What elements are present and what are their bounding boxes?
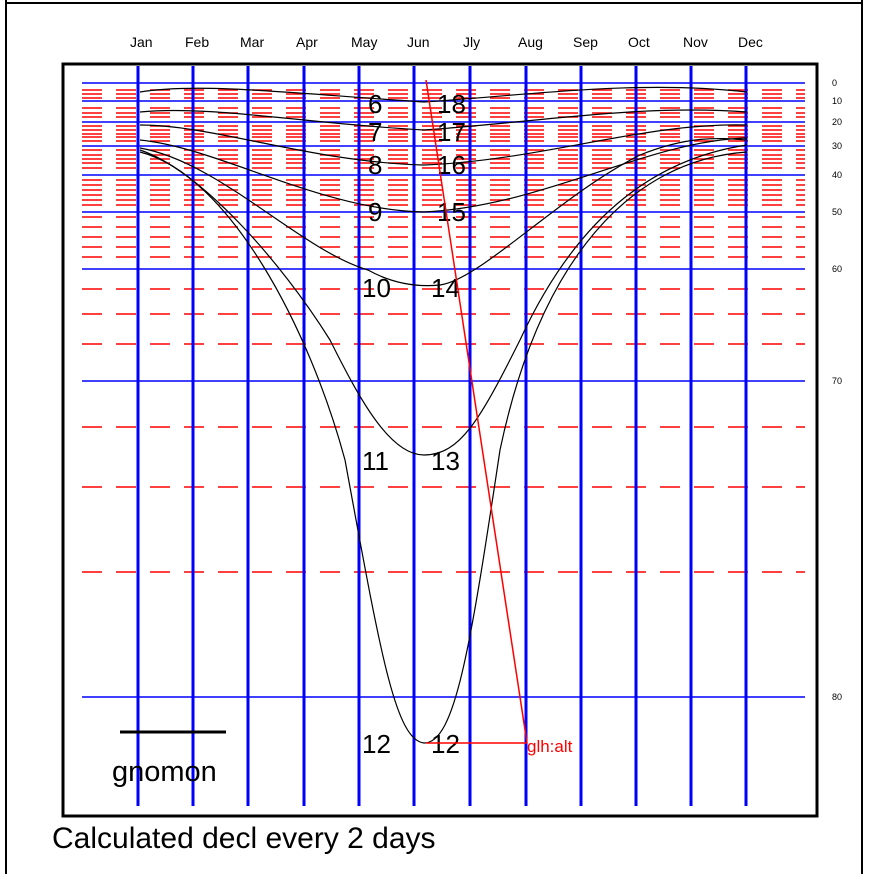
month-label: Nov xyxy=(683,34,708,50)
pointer-line xyxy=(425,79,528,744)
hour-label-pm: 12 xyxy=(431,729,460,759)
hour-label-pm: 13 xyxy=(431,446,460,476)
hour-label-am: 9 xyxy=(368,197,382,227)
month-label: Sep xyxy=(573,34,598,50)
hour-curve xyxy=(139,144,748,456)
hour-label-am: 12 xyxy=(362,729,391,759)
hour-curve xyxy=(139,109,748,131)
month-label: Jan xyxy=(130,34,153,50)
hour-curve xyxy=(139,137,748,287)
altitude-label: 30 xyxy=(832,141,842,151)
hour-curve xyxy=(139,86,748,103)
hour-curve xyxy=(139,124,748,166)
month-label: Oct xyxy=(628,34,650,50)
dashed-reference-lines xyxy=(82,89,805,573)
hour-label-pm: 14 xyxy=(431,273,460,303)
month-grid-lines xyxy=(136,66,748,806)
altitude-label: 0 xyxy=(832,78,837,88)
month-label: Jly xyxy=(463,34,480,50)
hour-label-am: 11 xyxy=(362,446,389,476)
hour-curve xyxy=(139,151,748,744)
caption: Calculated decl every 2 days xyxy=(52,822,436,855)
month-label: Mar xyxy=(240,34,264,50)
hour-label-am: 6 xyxy=(368,89,382,119)
month-label: May xyxy=(351,34,377,50)
pointer-label: glh:alt xyxy=(527,737,573,756)
month-label: Aug xyxy=(518,34,543,50)
hour-label-pm: 18 xyxy=(437,89,466,119)
inner-frame xyxy=(61,62,819,818)
hour-curve xyxy=(139,137,748,213)
altitude-label: 10 xyxy=(832,96,842,106)
hour-curves xyxy=(139,86,748,744)
gnomon-label: gnomon xyxy=(112,756,217,788)
month-label: Apr xyxy=(296,34,318,50)
altitude-grid-lines xyxy=(82,82,805,698)
altitude-scale-labels: 0 10 20 30 40 50 60 70 80 xyxy=(832,78,842,702)
hour-label-am: 8 xyxy=(368,150,382,180)
hour-label-am: 10 xyxy=(362,273,391,303)
hour-label-am: 7 xyxy=(368,117,382,147)
altitude-label: 70 xyxy=(832,376,842,386)
month-label: Dec xyxy=(738,34,763,50)
altitude-label: 60 xyxy=(832,264,842,274)
altitude-label: 20 xyxy=(832,117,842,127)
hour-label-pm: 16 xyxy=(437,150,466,180)
altitude-label: 80 xyxy=(832,692,842,702)
altitude-label: 40 xyxy=(832,170,842,180)
month-label: Feb xyxy=(185,34,209,50)
hour-labels: 6 18 7 17 8 16 9 15 10 14 11 13 12 12 xyxy=(362,89,466,759)
month-labels: Jan Feb Mar Apr May Jun Jly Aug Sep Oct Nov Dec xyxy=(130,34,763,50)
month-label: Jun xyxy=(407,34,430,50)
hour-label-pm: 15 xyxy=(437,197,466,227)
altitude-label: 50 xyxy=(832,207,842,217)
hour-label-pm: 17 xyxy=(437,117,466,147)
